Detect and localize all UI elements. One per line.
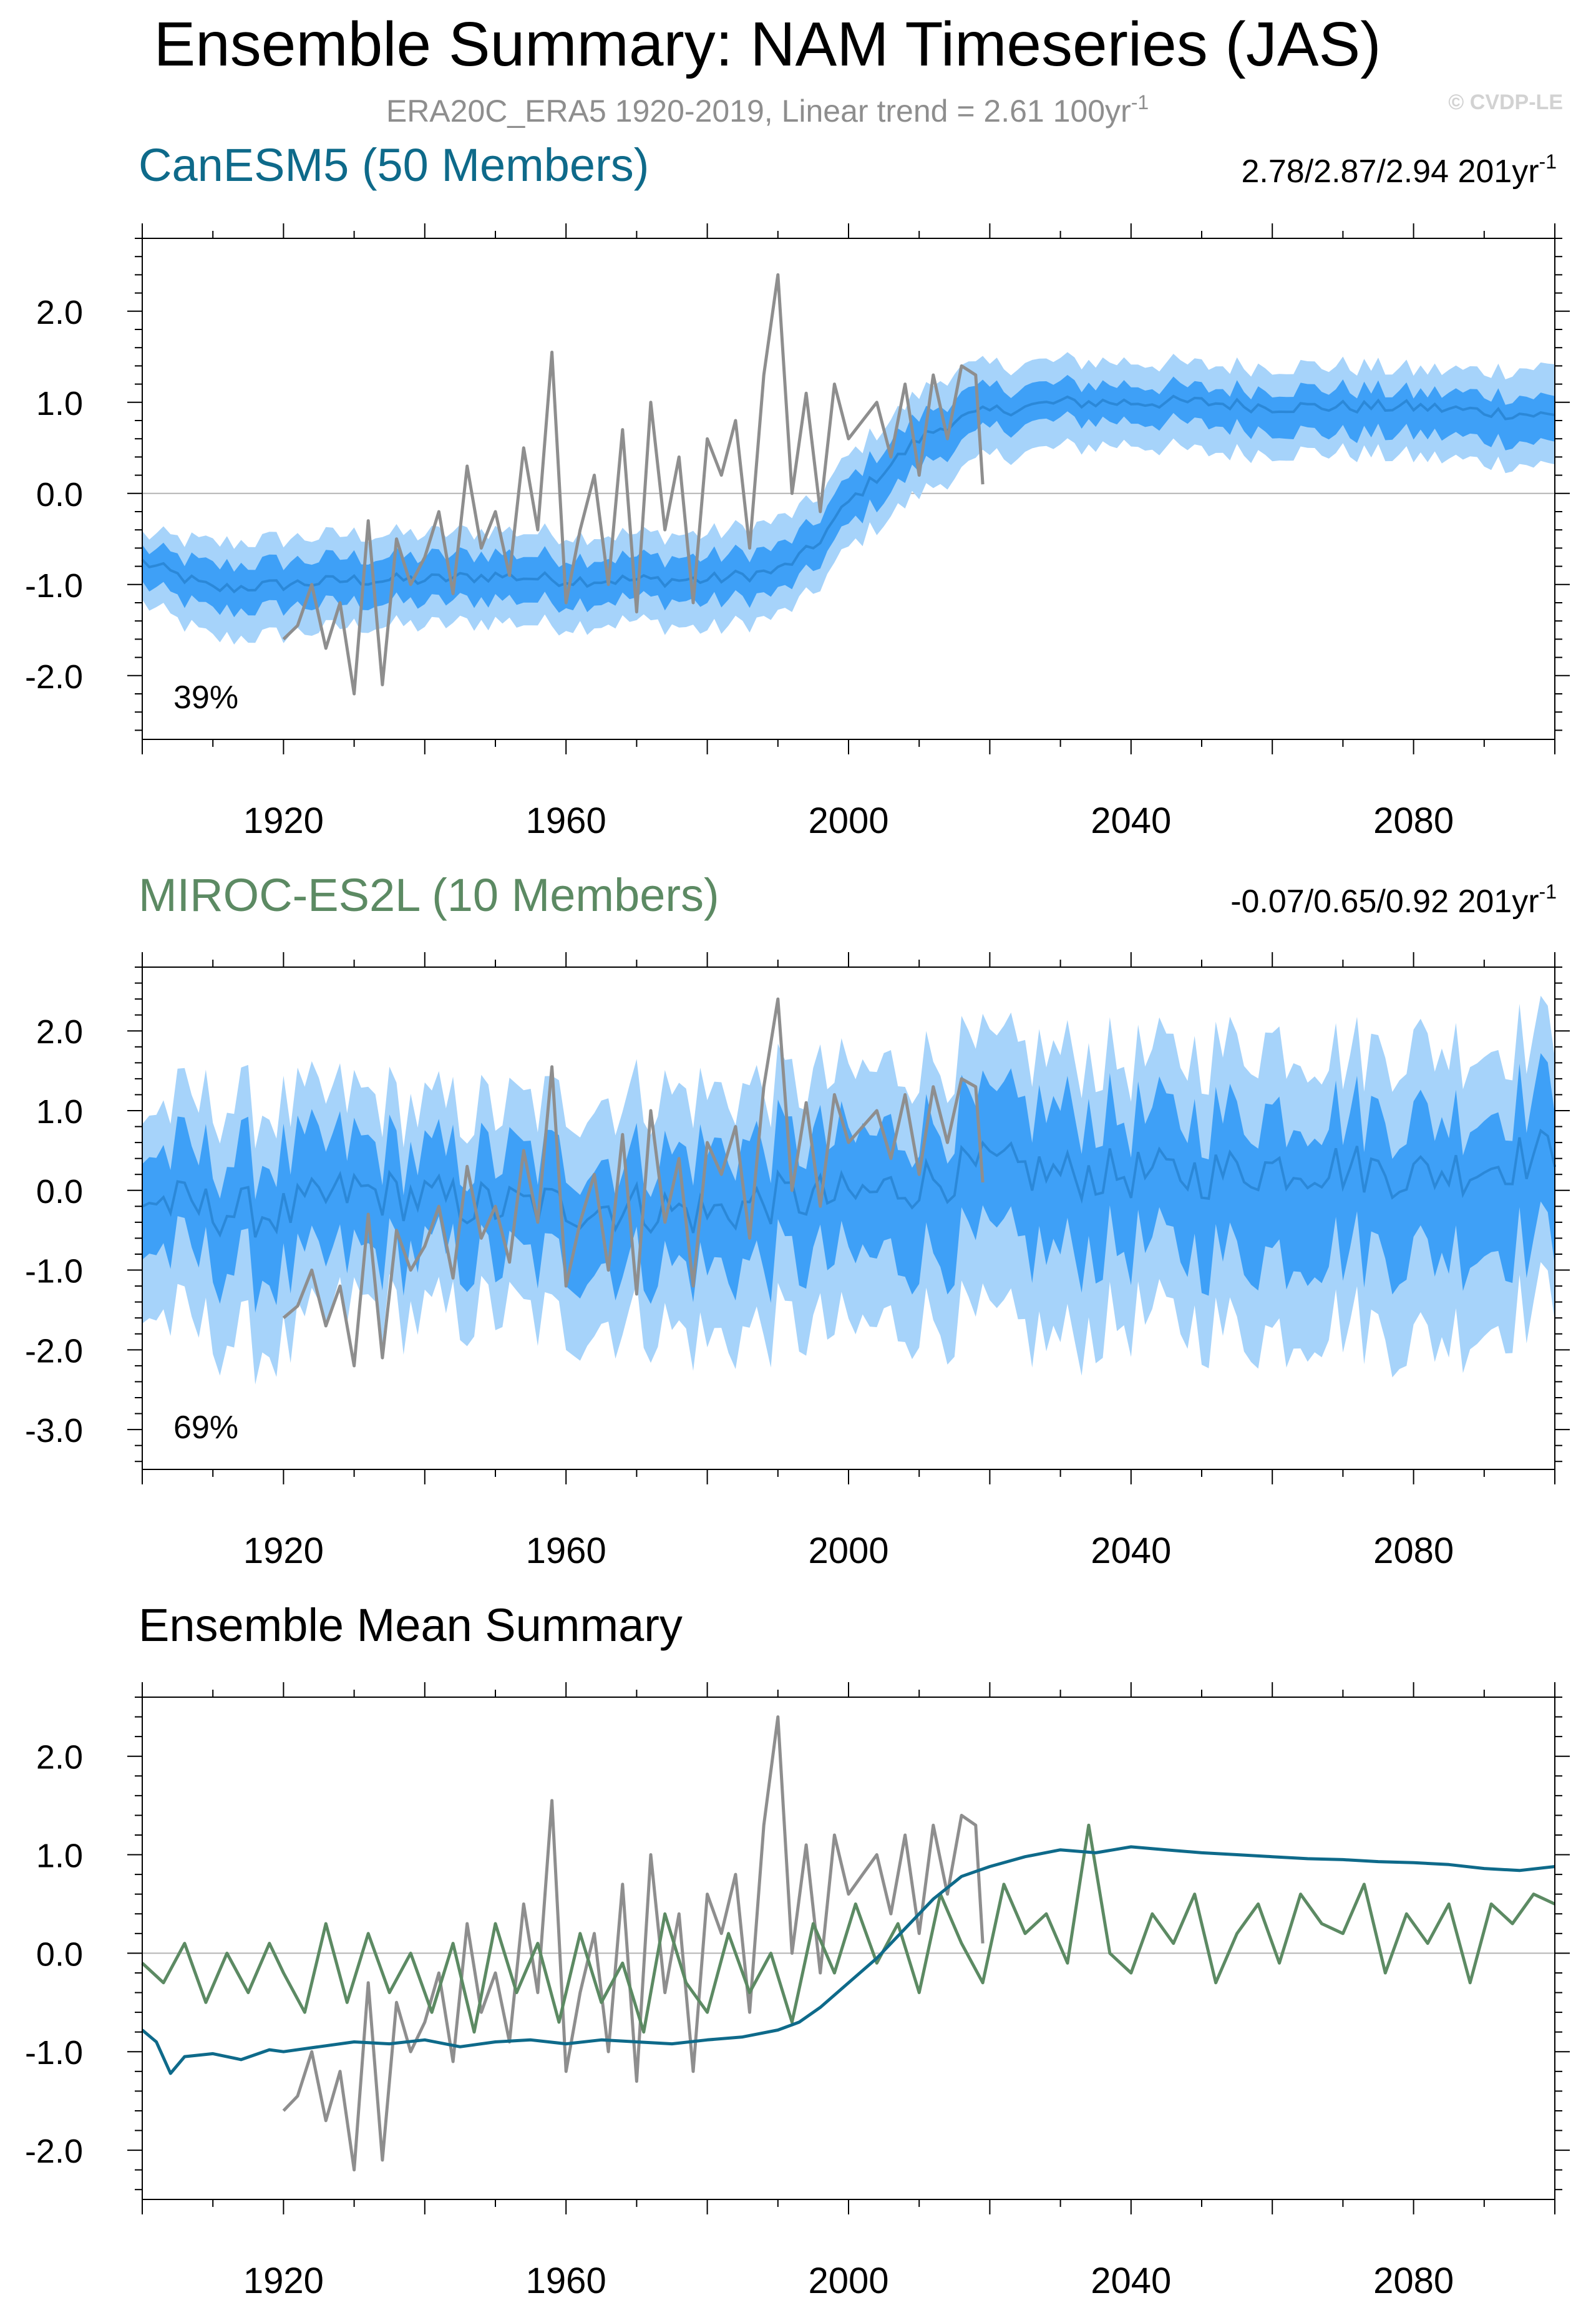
x-tick-label-summary: 2040 bbox=[1091, 2261, 1171, 2301]
y-tick-label-summary: -1.0 bbox=[25, 2034, 83, 2072]
x-tick-label-summary: 1960 bbox=[526, 2261, 606, 2301]
subtitle-exponent: -1 bbox=[1131, 91, 1149, 114]
x-tick-label-canesm: 1960 bbox=[526, 801, 606, 841]
panel-miroc-title: MIROC-ES2L (10 Members) bbox=[139, 869, 719, 921]
plot-area-miroc: 2.0 1.0 0.0 -1.0 -2.0 -3.0 1920 1960 2000 2040 208… bbox=[25, 952, 1570, 1571]
y-tick-label-miroc: -2.0 bbox=[25, 1332, 83, 1370]
x-tick-label-summary: 2080 bbox=[1373, 2261, 1454, 2301]
panel-canesm-title: CanESM5 (50 Members) bbox=[139, 139, 649, 191]
main-title: Ensemble Summary: NAM Timeseries (JAS) bbox=[153, 9, 1381, 79]
plot-frame-summary bbox=[142, 1697, 1555, 2200]
panel-canesm-trend: 2.78/2.87/2.94 201yr-1 bbox=[1242, 150, 1557, 190]
x-tick-label-canesm: 1920 bbox=[243, 801, 324, 841]
y-tick-label-summary: -2.0 bbox=[25, 2133, 83, 2170]
panel-miroc: MIROC-ES2L (10 Members) -0.07/0.65/0.92 … bbox=[25, 869, 1570, 1571]
x-tick-label-miroc: 2000 bbox=[808, 1531, 888, 1571]
watermark: © CVDP-LE bbox=[1448, 90, 1563, 114]
x-tick-label-miroc: 2040 bbox=[1091, 1531, 1171, 1571]
panel-miroc-trend: -0.07/0.65/0.92 201yr-1 bbox=[1230, 880, 1557, 920]
x-tick-label-summary: 1920 bbox=[243, 2261, 324, 2301]
panel-canesm-trend-exp: -1 bbox=[1539, 150, 1557, 173]
panel-canesm: CanESM5 (50 Members) 2.78/2.87/2.94 201y… bbox=[25, 139, 1570, 841]
y-tick-label-canesm: 1.0 bbox=[36, 385, 83, 422]
panel-canesm-trend-text: 2.78/2.87/2.94 201yr bbox=[1242, 153, 1539, 190]
observed-line-canesm bbox=[282, 273, 985, 696]
plot-area-canesm: 2.0 1.0 0.0 -1.0 -2.0 1920 1960 2000 2040 2080 bbox=[25, 223, 1570, 841]
y-tick-label-miroc: -3.0 bbox=[25, 1412, 83, 1449]
y-tick-label-summary: 2.0 bbox=[36, 1739, 83, 1776]
spread-band-inner-miroc bbox=[142, 1053, 1555, 1313]
x-tick-label-canesm: 2080 bbox=[1373, 801, 1454, 841]
subtitle-text: ERA20C_ERA5 1920-2019, Linear trend = 2.… bbox=[386, 94, 1131, 129]
panel-canesm-percent: 39% bbox=[173, 679, 238, 716]
spread-band-inner-canesm bbox=[142, 374, 1555, 618]
x-tick-label-miroc: 1960 bbox=[526, 1531, 606, 1571]
series-line-miroc-es2l bbox=[141, 1823, 1556, 2034]
ensemble-mean-line-miroc bbox=[142, 1128, 1556, 1238]
y-tick-label-summary: 0.0 bbox=[36, 1936, 83, 1973]
x-tick-label-summary: 2000 bbox=[808, 2261, 888, 2301]
observed-line-miroc bbox=[282, 997, 985, 1368]
y-tick-label-canesm: -1.0 bbox=[25, 567, 83, 605]
subtitle: ERA20C_ERA5 1920-2019, Linear trend = 2.… bbox=[386, 91, 1149, 129]
panel-miroc-percent: 69% bbox=[173, 1410, 238, 1446]
y-tick-label-canesm: -2.0 bbox=[25, 658, 83, 696]
x-tick-label-miroc: 2080 bbox=[1373, 1531, 1454, 1571]
plot-area-summary: 2.0 1.0 0.0 -1.0 -2.0 1920 1960 2000 2040 2080 bbox=[25, 1682, 1570, 2301]
y-tick-label-miroc: 0.0 bbox=[36, 1173, 83, 1210]
panel-summary-title: Ensemble Mean Summary bbox=[139, 1599, 683, 1651]
panel-summary: Ensemble Mean Summary 2.0 1.0 0.0 -1.0 -2.0 1… bbox=[25, 1599, 1570, 2301]
x-tick-label-canesm: 2040 bbox=[1091, 801, 1171, 841]
y-tick-label-miroc: 1.0 bbox=[36, 1093, 83, 1131]
series-line-era20c-era5 bbox=[282, 1715, 985, 2172]
y-tick-label-canesm: 0.0 bbox=[36, 476, 83, 514]
x-tick-label-miroc: 1920 bbox=[243, 1531, 324, 1571]
y-tick-label-miroc: -1.0 bbox=[25, 1253, 83, 1290]
panel-miroc-trend-text: -0.07/0.65/0.92 201yr bbox=[1230, 884, 1539, 920]
y-tick-label-miroc: 2.0 bbox=[36, 1013, 83, 1051]
y-tick-label-summary: 1.0 bbox=[36, 1838, 83, 1875]
panel-miroc-trend-exp: -1 bbox=[1539, 880, 1557, 903]
series-line-canesm5 bbox=[141, 1845, 1555, 2075]
x-tick-label-canesm: 2000 bbox=[808, 801, 888, 841]
y-tick-label-canesm: 2.0 bbox=[36, 294, 83, 331]
ensemble-mean-line-canesm bbox=[141, 394, 1555, 594]
